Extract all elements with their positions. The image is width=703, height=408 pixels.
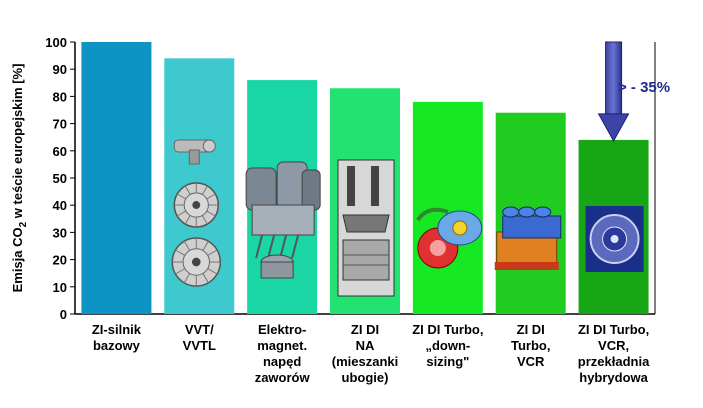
y-tick-label: 80 (53, 89, 67, 104)
x-category-label: ZI-silnik bazowy (92, 322, 142, 353)
x-category-label: VVT/VVTL (183, 322, 216, 353)
x-category-labels: ZI-silnik bazowy VVT/VVTL Elektro-magnet. na… (92, 322, 650, 385)
x-category-label: Elektro-magnet. napęd zaworów (255, 322, 311, 385)
direct-injection-engine-icon (337, 159, 395, 297)
y-tick-label: 10 (53, 280, 67, 295)
valve-actuator-icon (171, 139, 222, 287)
y-tick-label: 100 (45, 35, 67, 50)
reduction-annotation: > - 35% (618, 79, 670, 96)
y-axis-label: Emisja CO2 w teście europejskim [%] (10, 64, 29, 293)
bar (81, 42, 152, 314)
y-tick-label: 70 (53, 117, 67, 132)
turbocharger-icon (416, 207, 483, 269)
electromagnetic-valve-icon (245, 161, 321, 279)
hybrid-transmission-icon (585, 206, 644, 272)
y-tick-label: 60 (53, 144, 67, 159)
y-tick-label: 20 (53, 253, 67, 268)
y-tick-label: 90 (53, 62, 67, 77)
y-tick-label: 30 (53, 225, 67, 240)
y-tick-label: 50 (53, 171, 67, 186)
x-category-label: ZI DI Turbo, VCR (511, 322, 550, 369)
x-category-label: ZI DI NA (mieszanki ubogie) (332, 322, 398, 385)
y-tick-label: 0 (60, 307, 67, 322)
bar-illustrations (171, 139, 644, 297)
reduction-arrow (597, 41, 630, 142)
y-tick-labels: 0 10 20 30 40 50 60 70 80 90 100 (45, 35, 67, 322)
x-category-label: ZI DI Turbo, „down-sizing" (412, 322, 483, 369)
y-tick-label: 40 (53, 198, 67, 213)
x-category-label: ZI DI Turbo, VCR, przekładnia hybrydowa (578, 322, 650, 385)
vcr-engine-icon (494, 206, 562, 270)
bar (412, 101, 483, 314)
